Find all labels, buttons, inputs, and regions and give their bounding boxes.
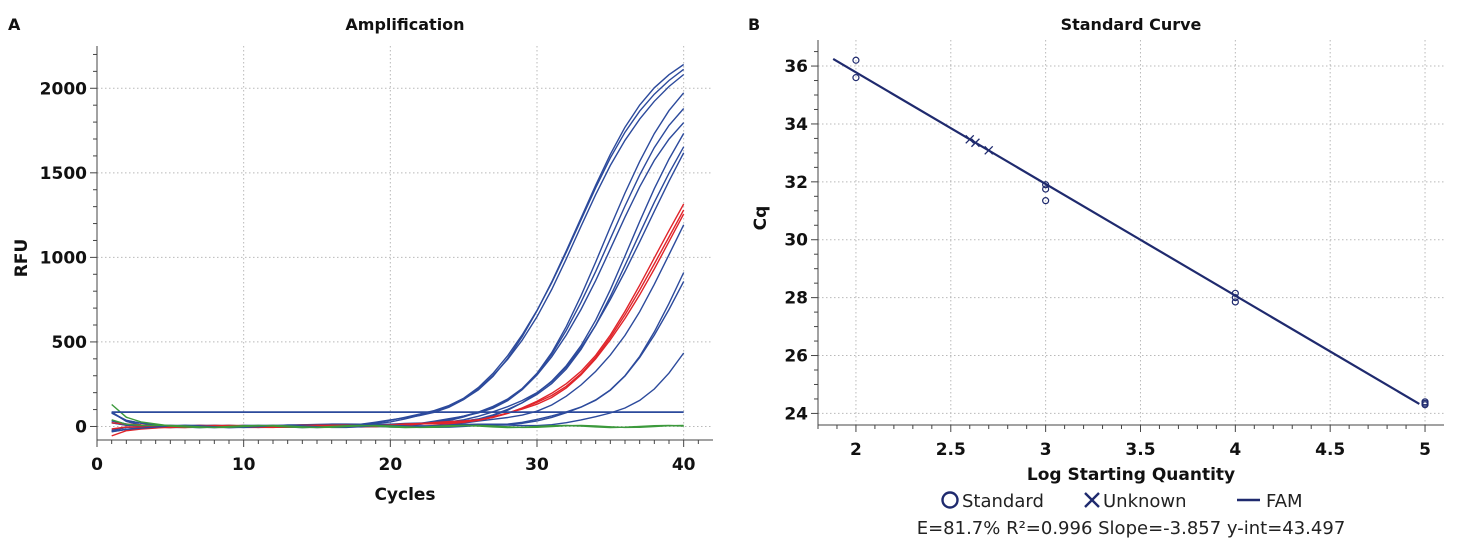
- amplification-x-tick-0: 0: [91, 455, 103, 475]
- amplification-title: Amplification: [345, 15, 464, 34]
- amplification-curve-4: [111, 108, 685, 429]
- amplification-x-tick-labels: 0 10 20 30 40: [91, 455, 696, 475]
- unknown-point-0: [965, 134, 975, 144]
- standard-curve-y-tick-2: 28: [784, 289, 808, 309]
- standard-curve-fit: [832, 57, 1420, 405]
- unknown-point-1: [970, 138, 980, 148]
- amplification-curve-1: [111, 68, 685, 428]
- amplification-x-tick-2: 20: [378, 455, 402, 475]
- amplification-y-tick-4: 2000: [40, 79, 87, 99]
- legend-label-standard: Standard: [962, 491, 1044, 512]
- standard-curve-y-tick-0: 24: [784, 404, 808, 424]
- standard-curve-x-tick-5: 4.5: [1315, 440, 1345, 460]
- standard-point-5: [1231, 289, 1239, 297]
- amplification-y-tick-1: 500: [52, 333, 88, 353]
- amplification-y-tick-0: 0: [75, 417, 87, 437]
- amplification-y-tick-3: 1500: [40, 164, 87, 184]
- amplification-curve-2: [111, 73, 685, 429]
- amplification-x-axis-label: Cycles: [374, 485, 435, 505]
- legend-x-icon: [1084, 492, 1100, 508]
- amplification-curve-14: [111, 213, 685, 437]
- fam-fit-line: [832, 57, 1420, 405]
- unknown-point-2: [984, 145, 994, 155]
- standard-curve-y-tick-4: 32: [784, 173, 808, 193]
- standard-curve-x-tick-0: 2: [850, 440, 862, 460]
- standard-curve-y-tick-1: 26: [784, 347, 808, 367]
- standard-curve-title: Standard Curve: [1061, 15, 1202, 34]
- standard-point-2: [1042, 181, 1050, 189]
- standard-curve-x-tick-6: 5: [1419, 440, 1431, 460]
- amplification-curve-3: [111, 92, 685, 433]
- standard-curve-grid: [818, 40, 1444, 425]
- standard-curve-y-tick-5: 34: [784, 115, 808, 135]
- amplification-panel: A Amplification 0 10 20 30 40 0 500 1000 1500 20…: [8, 15, 713, 505]
- amplification-curve-6: [111, 133, 685, 432]
- standard-point-10: [1421, 401, 1429, 409]
- standard-curve-y-tick-labels: 24 26 28 30 32 34 36: [784, 57, 808, 424]
- standard-curve-panel: B Standard Curve 2 2.5 3 3.5 4 4.5 5 24 26 28 30 3…: [748, 15, 1444, 539]
- standard-curve-axes: [811, 40, 1444, 432]
- standard-curve-x-tick-2: 3: [1040, 440, 1052, 460]
- amplification-curve-17: [111, 403, 684, 429]
- amplification-y-tick-2: 1000: [40, 248, 87, 268]
- amplification-curve-15: [111, 352, 685, 432]
- amplification-curve-10: [111, 272, 685, 429]
- amplification-curves: [111, 63, 685, 437]
- standard-point-6: [1231, 294, 1239, 302]
- standard-point-0: [852, 56, 860, 64]
- amplification-x-tick-3: 30: [525, 455, 549, 475]
- standard-curve-stats: E=81.7% R²=0.996 Slope=-3.857 y-int=43.4…: [917, 518, 1346, 539]
- amplification-curve-5: [111, 122, 685, 429]
- legend-circle-icon: [941, 491, 959, 509]
- standard-curve-x-tick-3: 3.5: [1125, 440, 1155, 460]
- standard-curve-y-tick-3: 30: [784, 231, 808, 251]
- legend-label-unknown: Unknown: [1103, 491, 1187, 512]
- amplification-y-axis-label: RFU: [12, 239, 32, 278]
- legend-label-fam: FAM: [1266, 491, 1303, 512]
- standard-point-7: [1231, 298, 1239, 306]
- standard-curve-x-axis-label: Log Starting Quantity: [1027, 465, 1235, 485]
- amplification-y-tick-labels: 0 500 1000 1500 2000: [40, 79, 87, 437]
- panel-letter-b: B: [748, 15, 760, 34]
- standard-point-3: [1042, 185, 1050, 193]
- standard-curve-y-tick-6: 36: [784, 57, 808, 77]
- standard-point-1: [852, 74, 860, 82]
- panel-letter-a: A: [8, 15, 21, 34]
- standard-curve-y-axis-label: Cq: [751, 206, 771, 231]
- amplification-x-tick-1: 10: [232, 455, 256, 475]
- amplification-x-tick-4: 40: [672, 455, 696, 475]
- standard-point-4: [1042, 197, 1050, 205]
- standard-curve-points: [852, 56, 1429, 409]
- amplification-curve-8: [111, 152, 685, 429]
- amplification-axes: [90, 46, 713, 447]
- standard-curve-x-tick-labels: 2 2.5 3 3.5 4 4.5 5: [850, 440, 1431, 460]
- standard-curve-legend: Standard Unknown FAM: [941, 491, 1303, 512]
- standard-curve-x-tick-1: 2.5: [936, 440, 966, 460]
- standard-curve-x-tick-4: 4: [1229, 440, 1241, 460]
- amplification-curve-0: [111, 63, 685, 431]
